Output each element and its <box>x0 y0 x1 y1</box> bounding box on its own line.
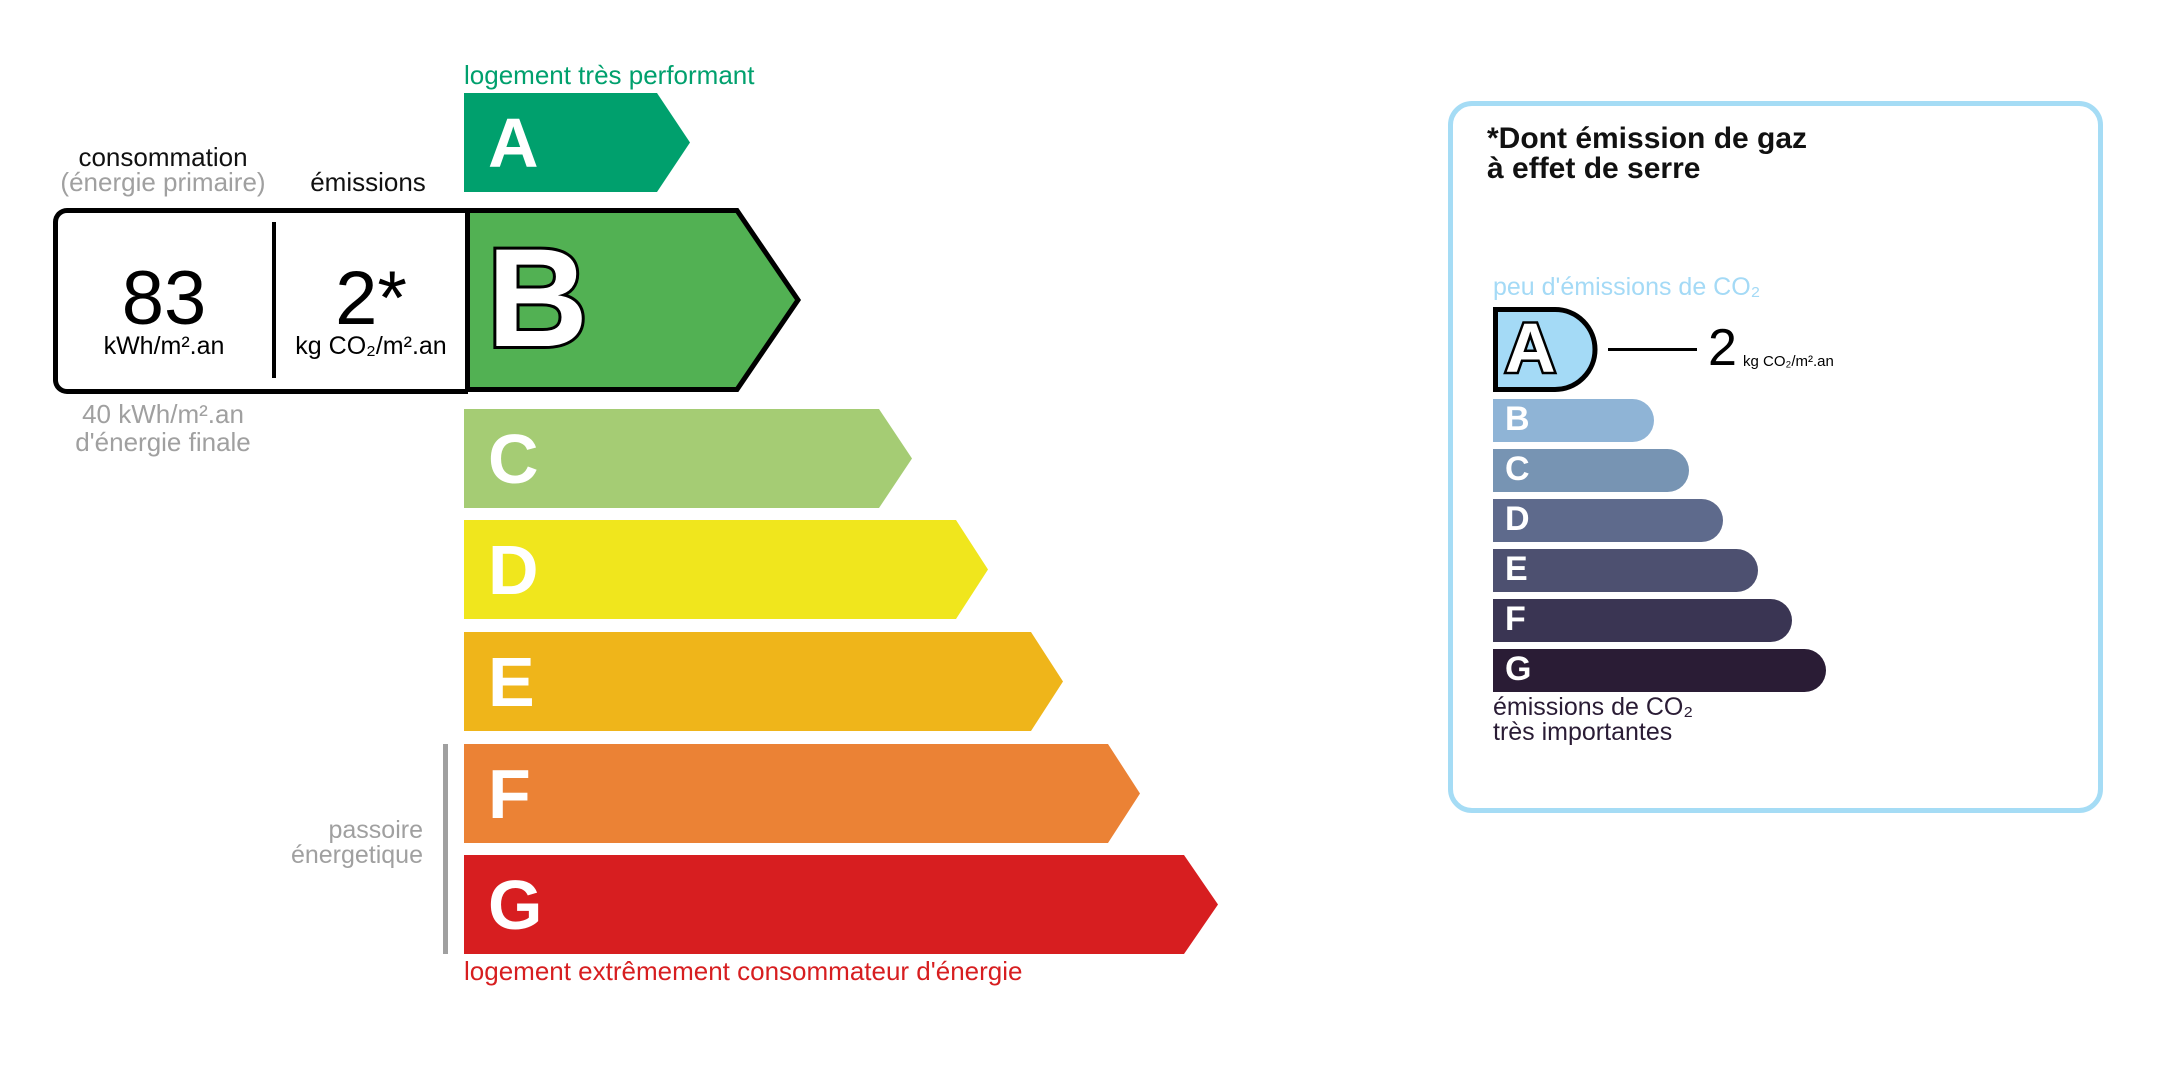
passoire-bracket <box>443 744 448 954</box>
ges-class-letter: C <box>1505 450 1530 488</box>
ges-class-d-bar: D <box>1493 499 1723 542</box>
consumption-box <box>53 208 468 394</box>
ges-class-letter: G <box>1505 650 1532 688</box>
ges-top-label: peu d'émissions de CO₂ <box>1493 273 1761 301</box>
consumption-value: 83 <box>121 256 207 341</box>
ges-class-a-selected: A <box>1493 307 1599 392</box>
ges-panel <box>1448 101 2103 813</box>
emissions-value: 2* <box>335 256 407 341</box>
final-energy-value: 40 kWh/m².an <box>82 399 244 429</box>
ges-class-e-bar: E <box>1493 549 1758 592</box>
energy-class-a-bar: A <box>464 93 690 192</box>
ges-class-letter: A <box>1503 309 1559 387</box>
energy-class-letter: D <box>488 531 539 609</box>
ges-class-c-bar: C <box>1493 449 1689 492</box>
energy-class-letter: B <box>484 219 591 376</box>
energy-class-letter: G <box>488 866 543 944</box>
ges-class-letter: D <box>1505 500 1530 538</box>
energy-class-letter: A <box>488 104 539 182</box>
ges-unit: kg CO₂/m².an <box>1743 353 1834 370</box>
energy-class-letter: E <box>488 643 535 721</box>
energy-class-b-bar-selected: B <box>465 208 802 392</box>
passoire-label-line1: passoire <box>328 816 424 844</box>
ges-title-line2: à effet de serre <box>1487 152 1701 185</box>
passoire-label-line2: énergetique <box>290 841 423 869</box>
ges-title-line1: *Dont émission de gaz <box>1487 122 1808 155</box>
ges-class-letter: F <box>1505 600 1526 638</box>
energy-class-letter: F <box>488 755 531 833</box>
consumption-header: consommation <box>78 142 248 172</box>
ges-bottom-label-line2: très importantes <box>1493 718 1673 746</box>
ges-class-letter: E <box>1505 550 1528 588</box>
ges-class-b-bar: B <box>1493 399 1654 442</box>
energy-class-letter: C <box>488 420 539 498</box>
ges-class-f-bar: F <box>1493 599 1792 642</box>
ges-class-g-bar: G <box>1493 649 1826 692</box>
ges-class-letter: B <box>1505 400 1530 438</box>
top-label: logement très performant <box>464 60 755 90</box>
ges-connector-line <box>1608 348 1697 351</box>
consumption-subheader: (énergie primaire) <box>60 167 266 197</box>
consumption-unit: kWh/m².an <box>103 332 225 360</box>
bottom-label: logement extrêmement consommateur d'éner… <box>464 956 1023 986</box>
ges-value: 2 <box>1708 319 1737 377</box>
emissions-unit: kg CO₂/m².an <box>295 332 447 360</box>
emissions-header: émissions <box>310 167 426 197</box>
ges-bottom-label-line1: émissions de CO₂ <box>1493 693 1694 721</box>
final-energy-label: d'énergie finale <box>75 427 251 457</box>
box-divider <box>272 222 276 378</box>
